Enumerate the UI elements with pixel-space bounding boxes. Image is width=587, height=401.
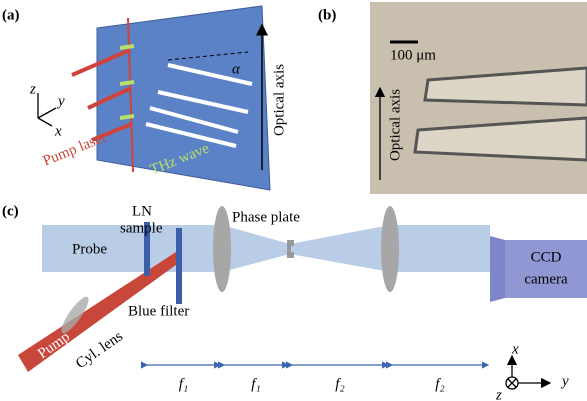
ccd-front [490,236,505,302]
beam-expand [290,225,390,272]
probe-label: Probe [72,241,107,257]
lens [381,206,399,292]
angle-label: α [232,61,241,77]
figure: (a) α Optical axis Pump laser THz wave z… [0,0,587,401]
panel-a: (a) α Optical axis Pump laser THz wave z… [2,6,287,190]
scale-bar-label: 100 μm [390,47,436,63]
axis-y: y [56,93,65,109]
distance-label: f₂ [435,376,444,392]
beam [390,225,490,272]
blue-filter-label: Blue filter [128,303,189,319]
ccd-label: CCD [531,249,562,265]
lens [213,206,231,292]
axis-x: x [511,341,519,357]
panel-c: (c) LN sample Phase plate Probe Pump Cyl… [2,203,587,401]
distance-label: f₁ [179,376,188,392]
axes-a [38,93,56,126]
beam-focus [222,225,290,272]
axis-x: x [54,123,62,139]
panel-label: (c) [2,203,19,219]
ccd-label: camera [524,271,568,287]
axis-z: z [29,81,36,97]
panel-label: (a) [2,7,20,23]
distances: f₁ f₁ f₂ f₂ [147,365,488,392]
panel-b: (b) 100 μm Optical axis [318,2,587,194]
axes-c [506,356,550,389]
axis-y: y [560,373,569,389]
distance-label: f₂ [335,376,344,392]
optical-axis-label: Optical axis [387,89,403,161]
cyl-lens-label: Cyl. lens [73,328,126,372]
ln-label: LN [132,203,152,219]
optical-axis-label: Optical axis [271,64,287,136]
blue-filter [176,228,182,304]
phase-plate-label: Phase plate [232,209,300,225]
distance-label: f₁ [251,376,260,392]
panel-label: (b) [318,7,336,23]
axis-z: z [495,387,502,401]
ln-label: sample [120,220,163,236]
